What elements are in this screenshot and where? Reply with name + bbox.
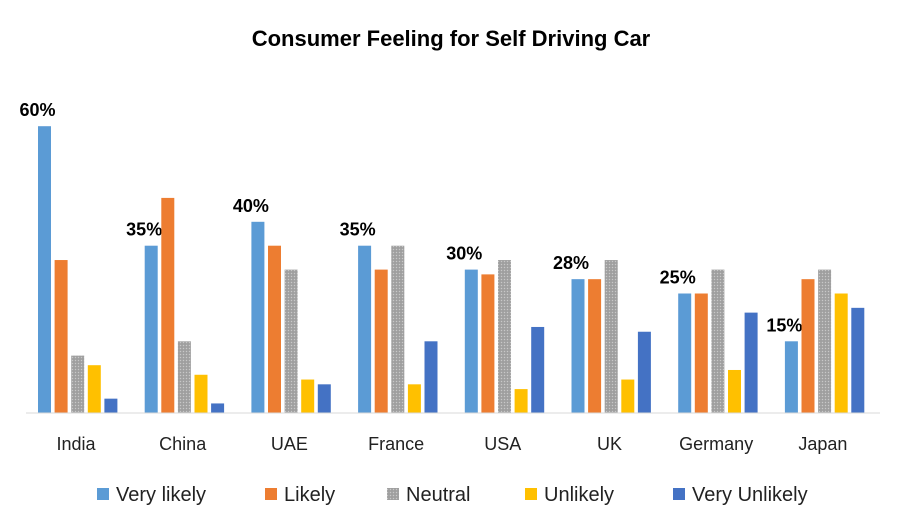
bar-neutral [284, 269, 298, 413]
bar-likely [161, 197, 175, 413]
legend-swatch [265, 488, 277, 500]
bar-neutral [391, 245, 405, 413]
legend-label: Likely [284, 484, 335, 506]
bar-unlikely [834, 293, 848, 413]
bar-very-unlikely [851, 307, 865, 413]
data-label: 35% [340, 220, 376, 240]
bar-very-likely [144, 245, 158, 413]
bar-likely [588, 279, 602, 413]
data-label: 30% [446, 244, 482, 264]
category-label: India [56, 434, 96, 454]
bar-neutral [71, 355, 85, 413]
bar-unlikely [514, 389, 528, 413]
bar-neutral [818, 269, 832, 413]
bar-likely [374, 269, 388, 413]
legend: Very likely Likely Neutral Unlikely Very Unl… [97, 484, 808, 506]
bar-very-likely [464, 269, 478, 413]
legend-item: Very Unlikely [673, 484, 808, 506]
legend-swatch [97, 488, 109, 500]
legend-swatch [673, 488, 685, 500]
category-label: China [159, 434, 207, 454]
bar-very-unlikely [531, 326, 545, 413]
bars: 60% 35% 40% 35% 30% 28% 25% 15% [19, 100, 865, 413]
bar-likely [268, 245, 281, 413]
data-label: 28% [553, 253, 589, 273]
bar-neutral [711, 269, 725, 413]
data-label: 15% [766, 315, 802, 335]
bar-neutral [177, 341, 191, 413]
legend-item: Neutral [387, 484, 470, 506]
bar-very-likely [38, 126, 51, 413]
bar-very-unlikely [211, 403, 225, 413]
chart-title: Consumer Feeling for Self Driving Car [252, 26, 651, 51]
data-label: 35% [126, 220, 162, 240]
bar-very-likely [678, 293, 692, 413]
bar-very-unlikely [744, 312, 758, 413]
legend-label: Unlikely [544, 484, 614, 506]
bar-unlikely [194, 374, 208, 413]
category-label: France [368, 434, 424, 454]
legend-label: Very likely [116, 484, 206, 506]
bar-unlikely [87, 365, 101, 413]
category-label: Japan [798, 434, 847, 454]
bar-likely [801, 279, 815, 413]
bar-very-unlikely [637, 331, 651, 413]
category-label: UAE [271, 434, 308, 454]
bar-likely [54, 260, 68, 413]
legend-swatch [525, 488, 537, 500]
legend-item: Very likely [97, 484, 206, 506]
bar-very-likely [358, 245, 372, 413]
legend-item: Likely [265, 484, 335, 506]
data-label: 40% [233, 196, 269, 216]
bar-very-likely [571, 279, 585, 413]
legend-label: Very Unlikely [692, 484, 808, 506]
bar-very-likely [784, 341, 798, 413]
bar-very-unlikely [317, 384, 331, 413]
category-labels: India China UAE France USA UK Germany Japan [56, 434, 847, 454]
bar-very-likely [251, 221, 265, 413]
bar-unlikely [301, 379, 315, 413]
bar-neutral [604, 260, 618, 413]
bar-very-unlikely [104, 398, 118, 413]
bar-unlikely [728, 369, 741, 413]
legend-item: Unlikely [525, 484, 614, 506]
bar-neutral [498, 260, 511, 413]
bar-likely [481, 274, 495, 413]
legend-label: Neutral [406, 484, 470, 506]
legend-swatch [387, 488, 399, 500]
category-label: UK [597, 434, 622, 454]
bar-unlikely [407, 384, 421, 413]
bar-very-unlikely [424, 341, 438, 413]
category-label: USA [484, 434, 521, 454]
data-label: 25% [660, 268, 696, 288]
bar-likely [694, 293, 708, 413]
data-label: 60% [19, 100, 55, 120]
category-label: Germany [679, 434, 753, 454]
bar-unlikely [621, 379, 635, 413]
